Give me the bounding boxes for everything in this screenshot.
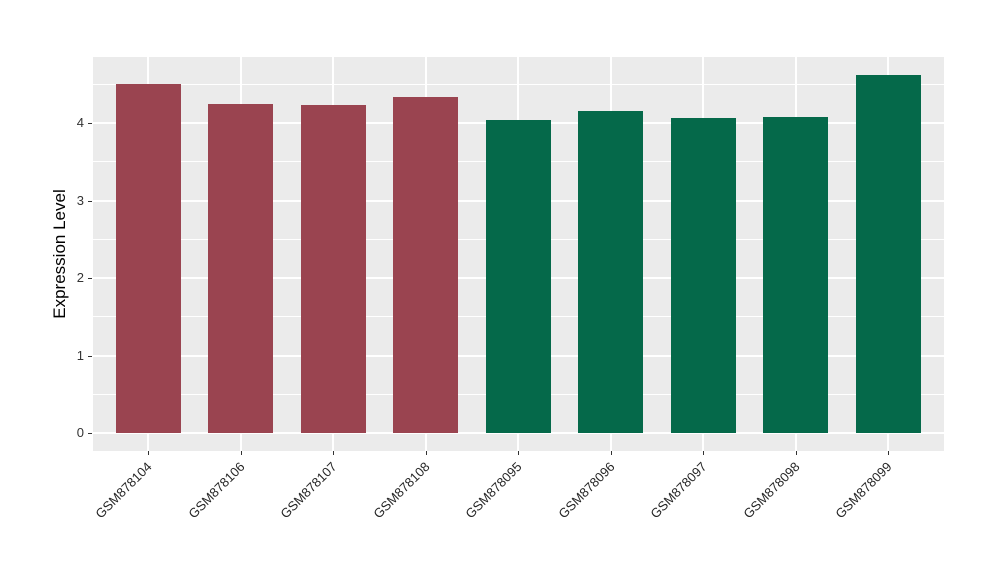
bar-GSM878098	[763, 116, 828, 433]
x-tick-mark	[148, 451, 149, 455]
y-tick-mark	[88, 433, 92, 434]
bar-GSM878095	[485, 119, 551, 433]
x-tick-mark	[795, 451, 797, 455]
y-tick-label: 1	[76, 347, 84, 363]
x-tick-label: GSM878107	[277, 459, 340, 522]
bar-GSM878097	[670, 117, 736, 433]
bar-GSM878104	[115, 84, 181, 433]
y-tick-mark	[88, 200, 92, 202]
y-tick-mark	[88, 123, 92, 124]
x-tick-label: GSM878104	[92, 459, 155, 522]
y-tick-mark	[88, 355, 92, 357]
y-tick-label: 0	[76, 425, 84, 440]
bar-GSM878107	[300, 105, 366, 433]
x-tick-mark	[888, 451, 889, 455]
x-tick-label: GSM878098	[739, 459, 803, 522]
x-tick-mark	[518, 451, 519, 455]
y-tick-label: 4	[76, 115, 84, 130]
x-tick-label: GSM878095	[462, 459, 525, 522]
bar-GSM878099	[855, 74, 921, 433]
y-tick-label: 2	[76, 270, 84, 285]
x-tick-label: GSM878099	[832, 459, 895, 522]
x-tick-label: GSM878108	[369, 459, 433, 522]
x-tick-mark	[425, 451, 427, 455]
bar-GSM878096	[578, 110, 643, 433]
bar-GSM878106	[208, 104, 273, 433]
x-tick-label: GSM878097	[647, 459, 710, 522]
x-tick-mark	[610, 451, 612, 455]
y-axis-title: Expression Level	[50, 189, 69, 319]
x-tick-label: GSM878106	[184, 459, 248, 522]
x-tick-mark	[240, 451, 242, 455]
plot-panel	[93, 57, 944, 451]
x-tick-label: GSM878096	[554, 459, 618, 522]
y-tick-label: 3	[76, 192, 84, 208]
x-tick-mark	[333, 451, 334, 455]
bar-GSM878108	[393, 97, 458, 433]
y-tick-mark	[88, 278, 92, 279]
x-tick-mark	[703, 451, 704, 455]
